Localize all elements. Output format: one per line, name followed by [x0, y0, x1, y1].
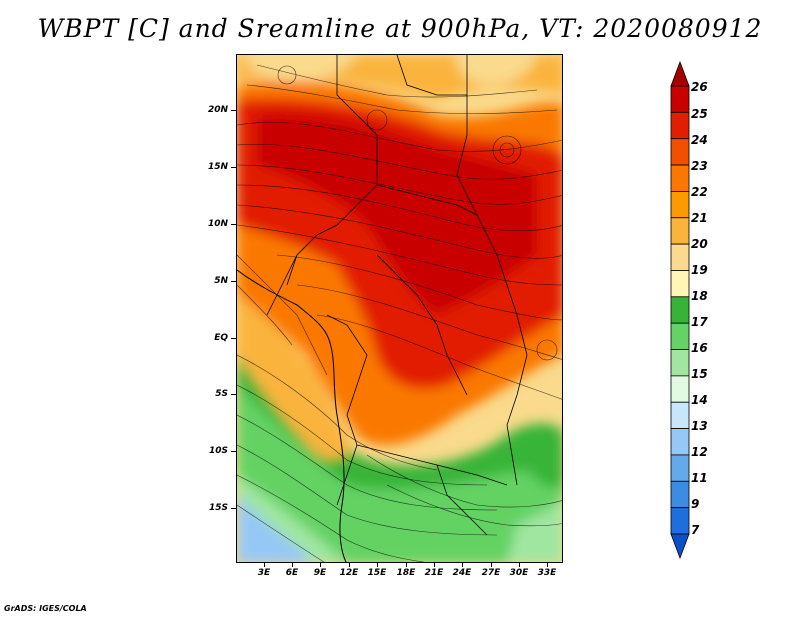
- colorbar-label: 25: [691, 107, 708, 121]
- y-tick: [231, 394, 236, 395]
- y-tick: [231, 110, 236, 111]
- colorbar-label: 19: [691, 263, 708, 277]
- coastline: [237, 269, 347, 562]
- colorbar-segment: [670, 164, 690, 192]
- colorbar-label: 12: [691, 445, 708, 459]
- y-tick: [231, 451, 236, 452]
- x-tick: [519, 563, 520, 567]
- colorbar-label: 15: [691, 367, 708, 381]
- colorbar-segment: [670, 533, 690, 560]
- x-axis-label: 21E: [424, 568, 444, 578]
- colorbar-segment: [670, 191, 690, 219]
- colorbar-segment: [670, 454, 690, 482]
- x-tick: [462, 563, 463, 567]
- y-axis-label: EQ: [214, 333, 228, 343]
- map-panel: [236, 54, 563, 563]
- colorbar-segment: [670, 85, 690, 113]
- colorbar-label: 13: [691, 419, 708, 433]
- x-tick: [547, 563, 548, 567]
- colorbar-label: 9: [691, 497, 700, 511]
- map-title: WBPT [C] and Sreamline at 900hPa, VT: 20…: [37, 14, 763, 43]
- y-axis-label: 10N: [207, 219, 228, 229]
- colorbar-label: 26: [691, 80, 708, 94]
- x-tick: [264, 563, 265, 567]
- colorbar-segment: [670, 507, 690, 535]
- colorbar-label: 11: [691, 471, 708, 485]
- y-tick: [231, 167, 236, 168]
- colorbar-segment: [670, 60, 690, 87]
- colorbar-segment: [670, 243, 690, 271]
- colorbar-label: 23: [691, 159, 708, 173]
- colorbar: [670, 60, 690, 560]
- y-axis-label: 20N: [207, 105, 228, 115]
- x-tick: [406, 563, 407, 567]
- colorbar-label: 20: [691, 237, 708, 251]
- y-tick: [231, 281, 236, 282]
- x-axis-label: 12E: [339, 568, 359, 578]
- colorbar-label: 16: [691, 341, 708, 355]
- x-axis-label: 9E: [313, 568, 327, 578]
- y-axis-label: 5N: [214, 276, 228, 286]
- colorbar-segment: [670, 138, 690, 166]
- x-tick: [377, 563, 378, 567]
- colorbar-segment: [670, 270, 690, 298]
- x-tick: [349, 563, 350, 567]
- colorbar-label: 14: [691, 393, 708, 407]
- y-axis-label: 10S: [208, 446, 228, 456]
- y-tick: [231, 224, 236, 225]
- streamlines: [237, 64, 562, 562]
- colorbar-label: 18: [691, 289, 708, 303]
- x-tick: [491, 563, 492, 567]
- colorbar-segment: [670, 322, 690, 350]
- x-axis-label: 3E: [257, 568, 271, 578]
- x-axis-label: 18E: [396, 568, 416, 578]
- colorbar-segment: [670, 111, 690, 140]
- colorbar-label: 22: [691, 185, 708, 199]
- y-axis-label: 15S: [208, 503, 228, 513]
- x-tick: [292, 563, 293, 567]
- colorbar-segment: [670, 401, 690, 429]
- colorbar-segment: [670, 296, 690, 324]
- colorbar-label: 24: [691, 133, 708, 147]
- y-axis-label: 5S: [215, 389, 228, 399]
- x-axis-label: 30E: [509, 568, 529, 578]
- colorbar-segment: [670, 217, 690, 245]
- grads-credit: GrADS: IGES/COLA: [4, 604, 87, 613]
- x-axis-label: 15E: [367, 568, 387, 578]
- colorbar-segment: [670, 428, 690, 456]
- colorbar-segment: [670, 480, 690, 509]
- colorbar-label: 17: [691, 315, 708, 329]
- wbpt-field-map: [237, 55, 562, 562]
- y-axis-label: 15N: [207, 162, 228, 172]
- colorbar-label: 21: [691, 211, 708, 225]
- x-axis-label: 27E: [481, 568, 501, 578]
- x-tick: [320, 563, 321, 567]
- x-tick: [434, 563, 435, 567]
- colorbar-segment: [670, 349, 690, 377]
- x-axis-label: 33E: [537, 568, 557, 578]
- y-tick: [231, 508, 236, 509]
- colorbar-segment: [670, 375, 690, 403]
- y-tick: [231, 338, 236, 339]
- x-axis-label: 24E: [452, 568, 472, 578]
- colorbar-label: 7: [691, 523, 700, 537]
- country-borders: [266, 55, 528, 536]
- x-axis-label: 6E: [285, 568, 299, 578]
